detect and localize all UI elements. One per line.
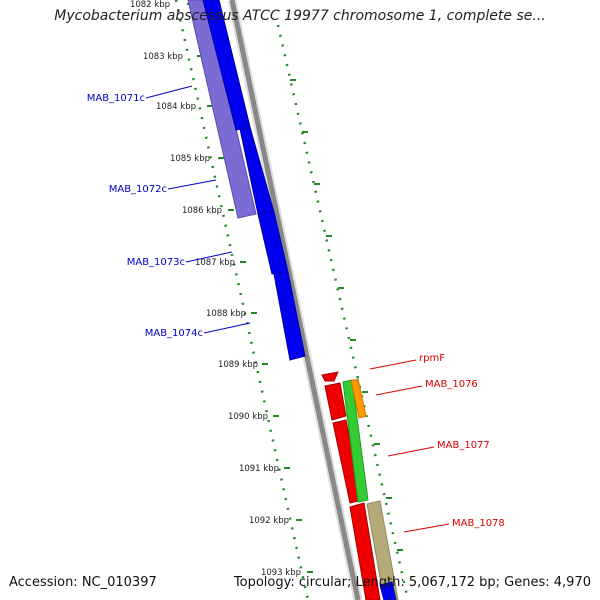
leader-line [167, 179, 217, 190]
forward-genes [202, 0, 306, 361]
kbp-labels: 1082 kbp 1083 kbp 1084 kbp 1085 kbp 1086… [130, 0, 301, 578]
leader-line [145, 85, 193, 99]
kbp-label: 1087 kbp [195, 258, 235, 268]
kbp-label: 1082 kbp [130, 0, 170, 10]
left-label-leaders [145, 85, 251, 334]
reverse-genes [321, 371, 399, 600]
leader-line [185, 251, 233, 263]
kbp-label: 1086 kbp [182, 206, 222, 216]
leader-line [369, 359, 417, 370]
leader-line [375, 385, 423, 396]
leader-line [387, 446, 435, 457]
cds-feature-mab-1071c[interactable] [187, 0, 257, 219]
kbp-label: 1089 kbp [218, 360, 258, 370]
kbp-major-ticks [187, 3, 313, 573]
kbp-ruler [174, 0, 410, 600]
gene-block-mab-1078[interactable] [366, 500, 399, 600]
ruler-left-dotted-line [174, 0, 310, 600]
kbp-label: 1091 kbp [239, 464, 279, 474]
backbone-line [229, 0, 361, 600]
gene-block-rpmf[interactable] [321, 371, 339, 382]
kbp-label: 1083 kbp [143, 52, 183, 62]
kbp-label: 1092 kbp [249, 516, 289, 526]
kbp-label: 1088 kbp [206, 309, 246, 319]
genome-summary-text: Topology: circular; Length: 5,067,172 bp… [233, 575, 591, 590]
accession-text: Accession: NC_010397 [9, 575, 157, 590]
leader-line [203, 322, 251, 334]
gene-label-mab-1071c[interactable]: MAB_1071c [87, 93, 145, 104]
gene-label-mab-1072c[interactable]: MAB_1072c [109, 184, 167, 195]
gene-label-mab-1074c[interactable]: MAB_1074c [145, 328, 203, 339]
gene-label-mab-1076[interactable]: MAB_1076 [425, 379, 478, 390]
leader-line [403, 523, 450, 533]
gene-block-mab-1077[interactable] [342, 379, 369, 503]
kbp-label: 1090 kbp [228, 412, 268, 422]
chromosome-backbone [227, 0, 363, 600]
gene-block-red-3[interactable] [349, 502, 381, 600]
ruler-right-dotted-line [276, 24, 410, 600]
gene-label-mab-1078[interactable]: MAB_1078 [452, 518, 505, 529]
gene-label-mab-1077[interactable]: MAB_1077 [437, 440, 490, 451]
gene-block-mab-1074c[interactable] [273, 271, 306, 361]
gene-label-rpmf[interactable]: rpmF [419, 353, 445, 364]
gene-block-red-1[interactable] [324, 382, 347, 421]
gene-block-bottom-blue[interactable] [379, 581, 397, 600]
gene-block-mab-1076[interactable] [350, 378, 367, 419]
kbp-major-ticks-right [290, 79, 403, 551]
right-label-leaders [369, 359, 450, 533]
kbp-label: 1084 kbp [156, 102, 196, 112]
reverse-gene-labels: rpmF MAB_1076 MAB_1077 MAB_1078 [419, 353, 505, 529]
kbp-label: 1093 kbp [261, 568, 301, 578]
map-title: Mycobacterium abscessus ATCC 19977 chrom… [54, 8, 546, 24]
gene-label-mab-1073c[interactable]: MAB_1073c [127, 257, 185, 268]
kbp-label: 1085 kbp [170, 154, 210, 164]
forward-gene-labels: MAB_1071c MAB_1072c MAB_1073c MAB_1074c [87, 93, 203, 339]
